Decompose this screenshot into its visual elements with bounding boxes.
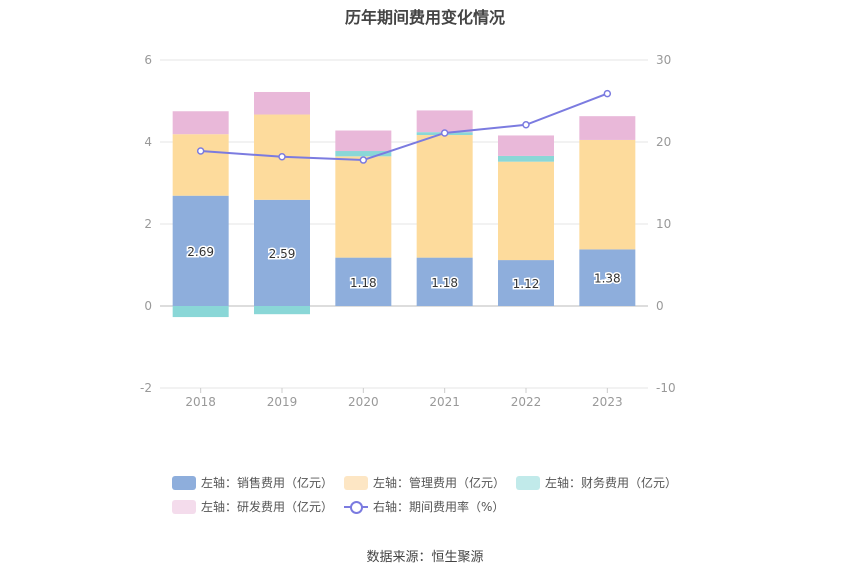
- rate-point: [196, 147, 205, 155]
- rate-point: [359, 156, 368, 164]
- legend-item-finance[interactable]: 左轴：财务费用（亿元）: [516, 474, 677, 491]
- bar-segment: [416, 257, 473, 306]
- right-tick-label: -10: [656, 381, 676, 395]
- bar-segment: [172, 134, 229, 196]
- legend-label-sales: 左轴：销售费用（亿元）: [201, 476, 334, 490]
- legend-label-rate: 右轴：期间费用率（%）: [373, 500, 505, 514]
- right-tick-label: 30: [656, 53, 671, 67]
- rate-point: [440, 129, 449, 137]
- bar-segment: [254, 306, 310, 315]
- sales-data-label: 1.18: [431, 276, 458, 290]
- right-tick-label: 20: [656, 135, 671, 149]
- left-tick-label: 2: [144, 217, 152, 231]
- bar-segment: [335, 257, 392, 306]
- legend-label-admin: 左轴：管理费用（亿元）: [373, 476, 506, 490]
- bar-segment: [416, 135, 473, 258]
- left-tick-label: 0: [144, 299, 152, 313]
- x-tick-label: 2023: [592, 395, 623, 409]
- legend-swatch-rd: [172, 499, 196, 514]
- sales-data-label: 2.69: [187, 245, 214, 259]
- bar-segment: [335, 151, 392, 157]
- bar-segment: [254, 199, 310, 306]
- x-tick-label: 2021: [429, 395, 460, 409]
- bar-segment: [335, 130, 392, 152]
- legend-item-admin[interactable]: 左轴：管理费用（亿元）: [344, 474, 505, 491]
- rate-point: [522, 121, 530, 129]
- legend-label-rd: 左轴：研发费用（亿元）: [201, 500, 334, 514]
- chart-title: 历年期间费用变化情况: [344, 8, 505, 27]
- bar-segment: [498, 155, 554, 162]
- legend-swatch-sales: [172, 475, 196, 490]
- left-tick-label: 6: [144, 53, 152, 67]
- sales-data-label: 2.59: [269, 247, 296, 261]
- chart-canvas: -2 0 2 4 6 -10 0 10 20 30 2018 2.69 2019 2.59 2020 1.18…: [140, 53, 676, 409]
- bar-segment: [579, 116, 636, 140]
- bar-segment: [254, 91, 310, 115]
- left-tick-label: 4: [144, 135, 152, 149]
- bar-segment: [498, 260, 554, 306]
- legend-item-sales[interactable]: 左轴：销售费用（亿元）: [172, 474, 333, 491]
- bar-segment: [172, 111, 229, 135]
- rate-line: [200, 92, 608, 162]
- bar-segment: [172, 195, 229, 306]
- rate-point: [603, 89, 612, 98]
- bar-segment: [579, 139, 636, 250]
- right-tick-label: 10: [656, 217, 671, 231]
- legend-swatch-finance: [516, 475, 540, 490]
- right-tick-label: 0: [656, 299, 664, 313]
- legend-item-rd[interactable]: 左轴：研发费用（亿元）: [172, 498, 333, 515]
- bar-segment: [498, 161, 554, 261]
- legend-item-rate[interactable]: 右轴：期间费用率（%）: [344, 498, 504, 515]
- bar-segment: [498, 135, 554, 156]
- x-tick-label: 2020: [348, 395, 379, 409]
- legend-swatch-admin: [344, 475, 368, 490]
- source-note: 数据来源：恒生聚源: [366, 550, 484, 565]
- x-tick-label: 2019: [267, 395, 298, 409]
- sales-data-label: 1.18: [350, 276, 377, 290]
- legend-label-finance: 左轴：财务费用（亿元）: [545, 476, 678, 490]
- bar-segment: [416, 110, 473, 133]
- left-tick-label: -2: [140, 381, 152, 395]
- legend-swatch-rate: [344, 500, 368, 514]
- x-tick-label: 2018: [185, 395, 216, 409]
- sales-data-label: 1.38: [594, 272, 621, 286]
- sales-data-label: 1.12: [513, 277, 540, 291]
- bar-segment: [172, 306, 229, 318]
- bar-segment: [579, 249, 636, 306]
- bar-segment: [335, 156, 392, 258]
- rate-point: [278, 153, 286, 161]
- x-tick-label: 2022: [511, 395, 542, 409]
